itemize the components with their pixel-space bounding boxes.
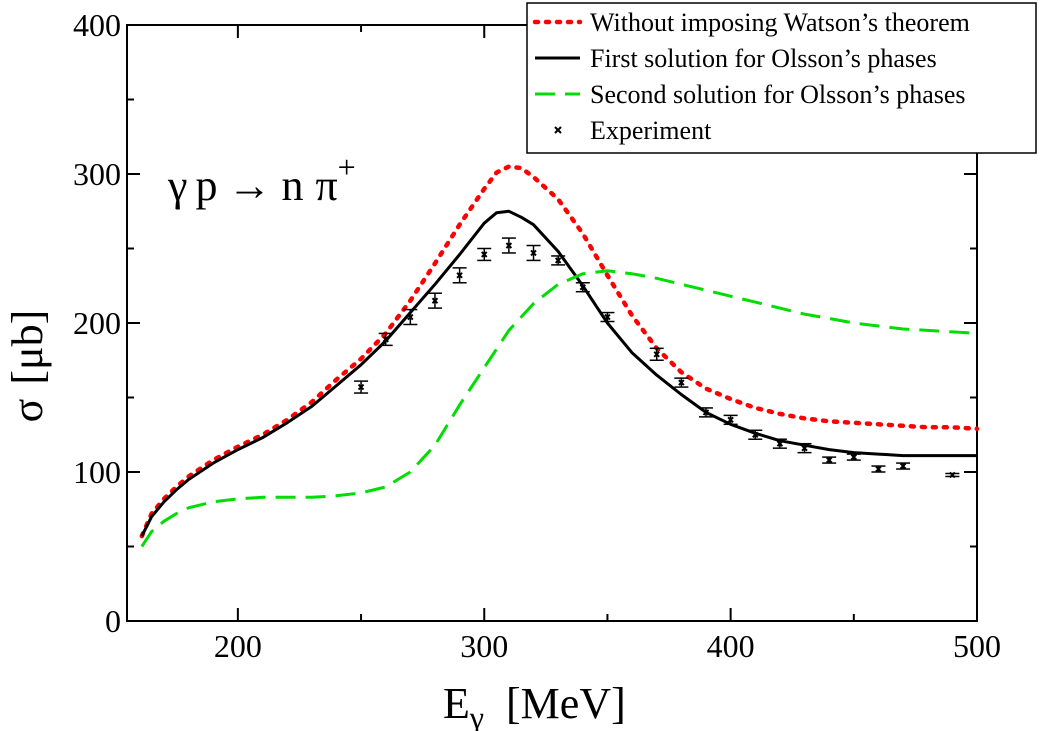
experiment-point: [822, 456, 837, 464]
experiment-point: [945, 471, 960, 479]
x-tick-label: 500: [953, 628, 1001, 664]
experiment-point: [772, 438, 787, 449]
annotation-proton: p: [195, 161, 217, 210]
experiment-points: [354, 237, 960, 479]
experiment-point: [501, 237, 516, 254]
legend-label: Experiment: [590, 116, 712, 145]
x-axis-label-unit: [MeV]: [506, 679, 626, 728]
legend: Without imposing Watson’s theorem First s…: [526, 2, 1037, 154]
legend-item-1: Without imposing Watson’s theorem: [532, 8, 970, 37]
x-axis-label: Eγ [MeV]: [443, 679, 626, 731]
y-tick-label: 400: [73, 7, 121, 43]
experiment-point: [575, 282, 590, 293]
series-line-3: [140, 269, 978, 548]
annotation-gamma: γ: [167, 161, 187, 210]
reaction-annotation: γ p → n π+: [167, 149, 356, 210]
legend-item-2: First solution for Olsson’s phases: [535, 44, 937, 73]
y-axis-label-main: σ: [3, 398, 52, 422]
legend-label: First solution for Olsson’s phases: [590, 44, 937, 73]
y-axis-label: σ [μb]: [3, 310, 52, 423]
legend-item-4: Experiment: [554, 116, 712, 145]
series-line-1: [139, 164, 980, 539]
annotation-pion: π: [315, 161, 337, 210]
series-line-2: [140, 209, 977, 537]
y-tick-label: 0: [105, 603, 121, 639]
annotation-arrow: →: [227, 161, 271, 210]
experiment-point: [896, 462, 911, 470]
experiment-point: [551, 255, 566, 266]
y-tick-label: 300: [73, 156, 121, 192]
experiment-point: [526, 244, 541, 262]
experiment-point: [600, 311, 615, 323]
experiment-point: [378, 332, 393, 347]
experiment-point: [698, 407, 713, 418]
x-axis-label-sub: γ: [469, 699, 484, 731]
experiment-point: [649, 347, 664, 361]
legend-box: [526, 2, 1037, 154]
legend-item-3: Second solution for Olsson’s phases: [535, 80, 966, 109]
curves: [139, 164, 980, 548]
experiment-point: [797, 442, 812, 454]
x-tick-label: 300: [460, 628, 508, 664]
experiment-point: [452, 267, 467, 284]
experiment-point: [477, 247, 492, 262]
annotation-charge: +: [338, 149, 356, 185]
y-tick-label: 200: [73, 305, 121, 341]
experiment-point: [748, 429, 763, 440]
x-axis-label-main: E: [443, 679, 470, 728]
y-axis-label-unit: [μb]: [3, 310, 52, 385]
legend-label: Second solution for Olsson’s phases: [590, 80, 966, 109]
experiment-point: [871, 465, 886, 473]
y-tick-labels: 0 100 200 300 400: [73, 7, 121, 639]
experiment-point: [723, 414, 738, 426]
legend-label: Without imposing Watson’s theorem: [590, 8, 970, 37]
x-tick-labels: 200 300 400 500: [214, 628, 1001, 664]
y-tick-label: 100: [73, 454, 121, 490]
experiment-point: [674, 377, 689, 388]
x-tick-label: 400: [707, 628, 755, 664]
annotation-neutron: n: [281, 161, 303, 210]
experiment-point: [427, 292, 442, 309]
experiment-point: [403, 308, 418, 326]
x-tick-label: 200: [214, 628, 262, 664]
experiment-point: [354, 380, 369, 394]
experiment-point: [846, 453, 861, 461]
